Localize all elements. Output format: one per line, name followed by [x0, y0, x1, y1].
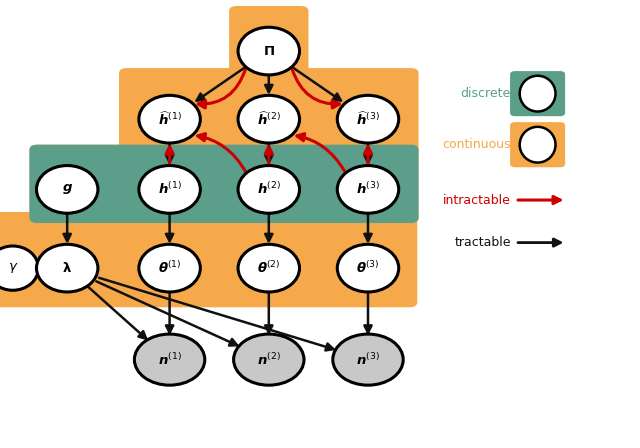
Ellipse shape	[337, 95, 399, 143]
Ellipse shape	[139, 95, 200, 143]
Text: $\boldsymbol{n}^{(3)}$: $\boldsymbol{n}^{(3)}$	[356, 352, 380, 367]
Text: $\boldsymbol{\lambda}$: $\boldsymbol{\lambda}$	[62, 261, 72, 275]
Text: $\boldsymbol{\theta}^{(1)}$: $\boldsymbol{\theta}^{(1)}$	[158, 260, 181, 276]
Ellipse shape	[238, 244, 300, 292]
Ellipse shape	[134, 334, 205, 385]
Ellipse shape	[139, 166, 200, 213]
Text: $\widehat{\boldsymbol{h}}^{(1)}$: $\widehat{\boldsymbol{h}}^{(1)}$	[157, 110, 182, 128]
Ellipse shape	[238, 166, 300, 213]
FancyBboxPatch shape	[29, 145, 137, 223]
Text: $\mathbf{\Pi}$: $\mathbf{\Pi}$	[263, 44, 275, 58]
Text: $\boldsymbol{h}^{(2)}$: $\boldsymbol{h}^{(2)}$	[257, 181, 281, 197]
FancyBboxPatch shape	[0, 212, 417, 307]
Ellipse shape	[337, 166, 399, 213]
Text: continuous: continuous	[442, 138, 511, 151]
FancyBboxPatch shape	[29, 145, 419, 223]
Ellipse shape	[238, 27, 300, 75]
Ellipse shape	[234, 334, 304, 385]
Text: $\boldsymbol{h}^{(1)}$: $\boldsymbol{h}^{(1)}$	[157, 181, 182, 197]
Text: $\boldsymbol{n}^{(1)}$: $\boldsymbol{n}^{(1)}$	[157, 352, 182, 367]
Ellipse shape	[520, 127, 556, 163]
Ellipse shape	[333, 334, 403, 385]
FancyBboxPatch shape	[119, 145, 419, 223]
Text: $\boldsymbol{\theta}^{(2)}$: $\boldsymbol{\theta}^{(2)}$	[257, 260, 280, 276]
Text: $\gamma$: $\gamma$	[8, 261, 18, 275]
Text: $\boldsymbol{g}$: $\boldsymbol{g}$	[61, 182, 73, 196]
Ellipse shape	[36, 166, 98, 213]
Text: $\boldsymbol{h}^{(3)}$: $\boldsymbol{h}^{(3)}$	[356, 181, 380, 197]
Ellipse shape	[36, 244, 98, 292]
Ellipse shape	[337, 244, 399, 292]
Text: $\widehat{\boldsymbol{h}}^{(2)}$: $\widehat{\boldsymbol{h}}^{(2)}$	[257, 110, 281, 128]
FancyBboxPatch shape	[510, 122, 565, 167]
Ellipse shape	[238, 95, 300, 143]
Ellipse shape	[520, 76, 556, 112]
Text: $\boldsymbol{n}^{(2)}$: $\boldsymbol{n}^{(2)}$	[257, 352, 281, 367]
Ellipse shape	[0, 246, 38, 290]
FancyBboxPatch shape	[510, 71, 565, 116]
Ellipse shape	[139, 244, 200, 292]
Text: tractable: tractable	[454, 236, 511, 249]
Text: discrete: discrete	[460, 87, 511, 100]
Text: $\boldsymbol{\theta}^{(3)}$: $\boldsymbol{\theta}^{(3)}$	[356, 260, 380, 276]
FancyBboxPatch shape	[229, 6, 308, 79]
FancyBboxPatch shape	[119, 68, 419, 155]
Text: intractable: intractable	[443, 194, 511, 207]
Text: $\widehat{\boldsymbol{h}}^{(3)}$: $\widehat{\boldsymbol{h}}^{(3)}$	[356, 110, 380, 128]
